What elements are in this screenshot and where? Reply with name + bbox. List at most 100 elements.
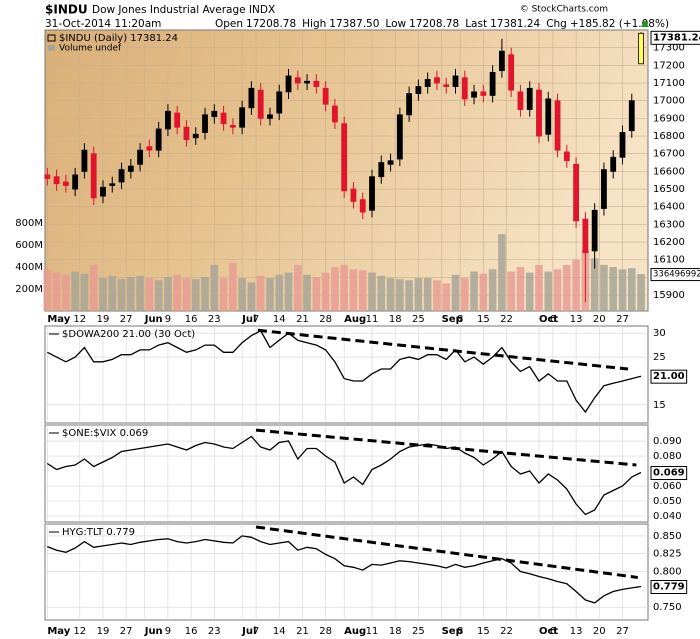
volume-bar <box>321 272 330 311</box>
volume-bar <box>293 264 302 311</box>
candle-body <box>591 209 598 252</box>
legend-label: $INDU (Daily) 17381.24 <box>59 33 178 44</box>
volume-bar <box>488 269 497 311</box>
x-tick-label: 27 <box>616 314 629 325</box>
candle-body <box>601 169 607 209</box>
trend-line <box>255 525 638 579</box>
candle-body <box>81 149 88 172</box>
candle-body <box>239 107 246 128</box>
x-tick-label: 11 <box>366 626 379 637</box>
volume-bar <box>127 276 135 311</box>
value-box <box>650 580 688 595</box>
y-tick-label: 0.040 <box>653 511 682 522</box>
candle-body <box>434 77 440 84</box>
indicator-line <box>46 435 642 516</box>
y-tick-label: 16100 <box>653 255 685 266</box>
x-tick-label: 27 <box>120 626 133 637</box>
x-tick-label: 23 <box>208 314 221 325</box>
trend-line <box>257 328 629 371</box>
value-box <box>650 369 688 384</box>
value-box-label: 21.00 <box>653 371 685 382</box>
candle-body <box>72 174 79 190</box>
volume-bar <box>627 268 636 311</box>
volume-bar <box>433 280 441 311</box>
x-tick-label: 15 <box>477 314 490 325</box>
candle-body <box>498 50 505 72</box>
candle-body <box>628 100 635 132</box>
volume-tick-label: 400M <box>15 262 43 273</box>
volume-bar <box>312 276 321 311</box>
y-tick-label: 17100 <box>653 78 685 89</box>
candle-body <box>165 110 171 130</box>
candle-body <box>369 176 375 211</box>
x-tick-label: 21 <box>296 626 309 637</box>
y-tick-label: 15900 <box>653 290 685 301</box>
y-tick-label: 16800 <box>653 131 685 142</box>
candle-body <box>489 72 496 96</box>
volume-bar <box>201 276 209 311</box>
y-tick-label: 16700 <box>653 149 685 160</box>
y-tick-label: 25 <box>653 352 666 363</box>
x-tick-label: Jul <box>241 626 256 637</box>
candle-body <box>109 183 116 186</box>
y-tick-label: 15 <box>653 400 666 411</box>
y-tick-label: 16600 <box>653 166 685 177</box>
x-tick-label: May <box>47 314 70 325</box>
candle-body <box>118 169 125 183</box>
volume-box-label: 336496992 <box>653 270 700 280</box>
volume-bar <box>525 272 534 311</box>
panel-title: $ONE:$VIX 0.069 <box>62 428 148 439</box>
x-tick-label: 6 <box>550 626 556 637</box>
y-tick-label: 17200 <box>653 60 685 71</box>
candle-body <box>53 176 60 185</box>
credit: © StockCharts.com <box>520 5 608 15</box>
candle-body <box>610 156 617 172</box>
quote-value: +185.82 (+1.08%) <box>570 18 669 30</box>
y-tick-label: 16900 <box>653 113 685 124</box>
candle-body <box>573 163 580 222</box>
volume-bar <box>572 259 580 311</box>
x-tick-label: 27 <box>120 314 133 325</box>
value-box <box>650 30 700 45</box>
candle-body <box>100 186 106 197</box>
volume-bar <box>331 267 339 311</box>
chart-subtitle: Dow Jones Industrial Average INDX <box>92 4 275 16</box>
volume-bar <box>405 280 413 311</box>
x-tick-label: 7 <box>253 626 259 637</box>
chart-title: $INDU <box>45 3 88 17</box>
volume-bar <box>219 278 228 311</box>
volume-bar <box>173 274 181 311</box>
quote-label: Last <box>465 18 487 30</box>
candle-body <box>424 79 431 87</box>
volume-bar <box>266 278 274 311</box>
x-tick-label: 19 <box>97 314 110 325</box>
y-tick-label: 17300 <box>653 43 685 54</box>
candle-body <box>378 162 385 178</box>
candle-body <box>127 165 134 172</box>
candle-body <box>471 91 477 98</box>
volume-bar <box>544 271 553 311</box>
y-tick-label: 0.080 <box>653 451 682 462</box>
candle-body <box>443 84 450 87</box>
candle-body <box>183 126 190 140</box>
y-tick-label: 0.060 <box>653 481 682 492</box>
candle-body <box>90 153 97 199</box>
candle-body <box>517 91 524 110</box>
x-tick-label: 9 <box>165 314 171 325</box>
candle-body <box>211 110 218 117</box>
volume-bar <box>284 272 293 311</box>
candle-body <box>526 87 533 110</box>
candle-body <box>174 112 181 128</box>
candle-body <box>220 112 227 125</box>
value-box <box>650 268 700 282</box>
volume-bar <box>247 282 256 311</box>
volume-bar <box>479 273 488 311</box>
candle-body <box>322 87 329 105</box>
volume-bar <box>349 269 358 311</box>
candle-body <box>480 91 487 96</box>
volume-bar <box>303 274 311 311</box>
volume-bar <box>191 279 200 311</box>
x-tick-label: 28 <box>319 314 332 325</box>
candle-body <box>508 54 515 91</box>
x-tick-label: 22 <box>500 626 513 637</box>
